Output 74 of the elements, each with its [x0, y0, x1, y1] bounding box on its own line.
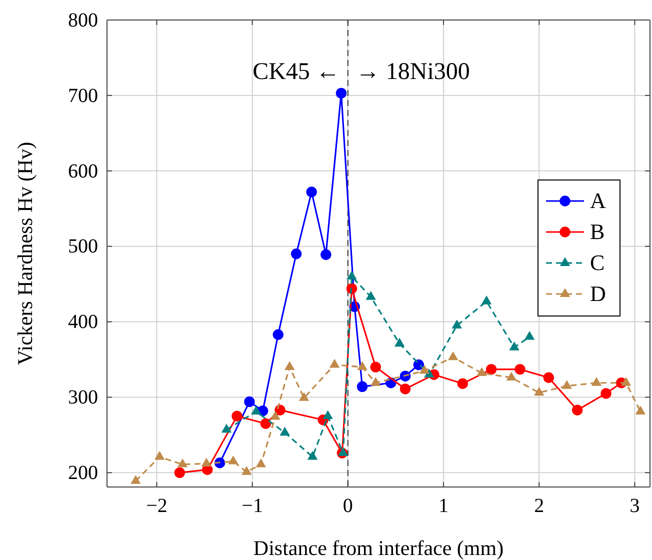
y-tick-label: 300 — [68, 386, 98, 409]
point — [280, 426, 290, 436]
point — [514, 364, 526, 375]
point — [177, 458, 188, 468]
annotation: CK45 ← — [252, 59, 340, 85]
legend-label: A — [590, 188, 606, 213]
point — [244, 396, 255, 408]
point — [241, 466, 252, 475]
point — [534, 386, 544, 396]
point — [338, 447, 348, 456]
point — [270, 410, 280, 420]
point — [356, 381, 368, 392]
point — [336, 88, 347, 99]
legend-label: C — [590, 250, 605, 275]
point — [509, 342, 520, 350]
point — [357, 361, 368, 370]
legend-label: B — [590, 219, 605, 244]
point — [307, 450, 318, 460]
x-tick-label: 1 — [438, 495, 449, 517]
point — [322, 410, 333, 420]
x-tick-label: −2 — [146, 495, 168, 517]
point — [174, 467, 186, 478]
y-tick-label: 700 — [68, 84, 98, 107]
point — [524, 330, 535, 340]
x-tick-label: 3 — [630, 495, 640, 517]
point — [320, 249, 332, 260]
point — [228, 455, 238, 464]
point — [154, 450, 165, 460]
point — [419, 364, 430, 374]
point — [486, 364, 497, 375]
point — [400, 384, 411, 394]
x-tick-label: 0 — [342, 495, 353, 517]
point — [251, 406, 262, 414]
y-tick-label: 500 — [68, 236, 98, 258]
y-tick-label: 400 — [68, 311, 98, 334]
point — [448, 351, 458, 360]
point — [366, 290, 376, 300]
point — [130, 475, 141, 484]
point — [298, 392, 310, 401]
point — [572, 404, 583, 416]
point — [452, 320, 462, 328]
point — [221, 424, 232, 433]
point — [562, 380, 572, 389]
point — [635, 406, 646, 414]
x-tick-label: −1 — [242, 495, 263, 517]
point — [481, 296, 492, 304]
point — [543, 372, 554, 383]
point — [370, 377, 381, 386]
point — [506, 372, 516, 381]
point — [346, 270, 357, 280]
x-tick-label: 2 — [534, 495, 544, 517]
y-tick-label: 800 — [68, 9, 98, 32]
point — [232, 410, 242, 422]
annotation: → 18Ni300 — [356, 59, 470, 85]
point — [306, 186, 317, 198]
y-tick-label: 600 — [68, 160, 98, 182]
point — [272, 329, 284, 340]
point — [284, 361, 295, 370]
point — [476, 367, 487, 376]
point — [370, 362, 381, 372]
point — [600, 388, 612, 399]
x-axis-title: Distance from interface (mm) — [253, 536, 504, 560]
point — [201, 458, 212, 467]
point — [256, 458, 266, 468]
legend-label: D — [590, 281, 606, 306]
point — [329, 358, 340, 368]
point — [290, 248, 302, 260]
y-tick-label: 200 — [68, 462, 98, 484]
y-axis-title: Vickers Hardness Hv (Hv) — [13, 142, 37, 366]
point — [394, 338, 405, 347]
point — [621, 377, 632, 386]
point — [457, 378, 468, 389]
point — [260, 418, 272, 429]
point — [591, 377, 602, 386]
